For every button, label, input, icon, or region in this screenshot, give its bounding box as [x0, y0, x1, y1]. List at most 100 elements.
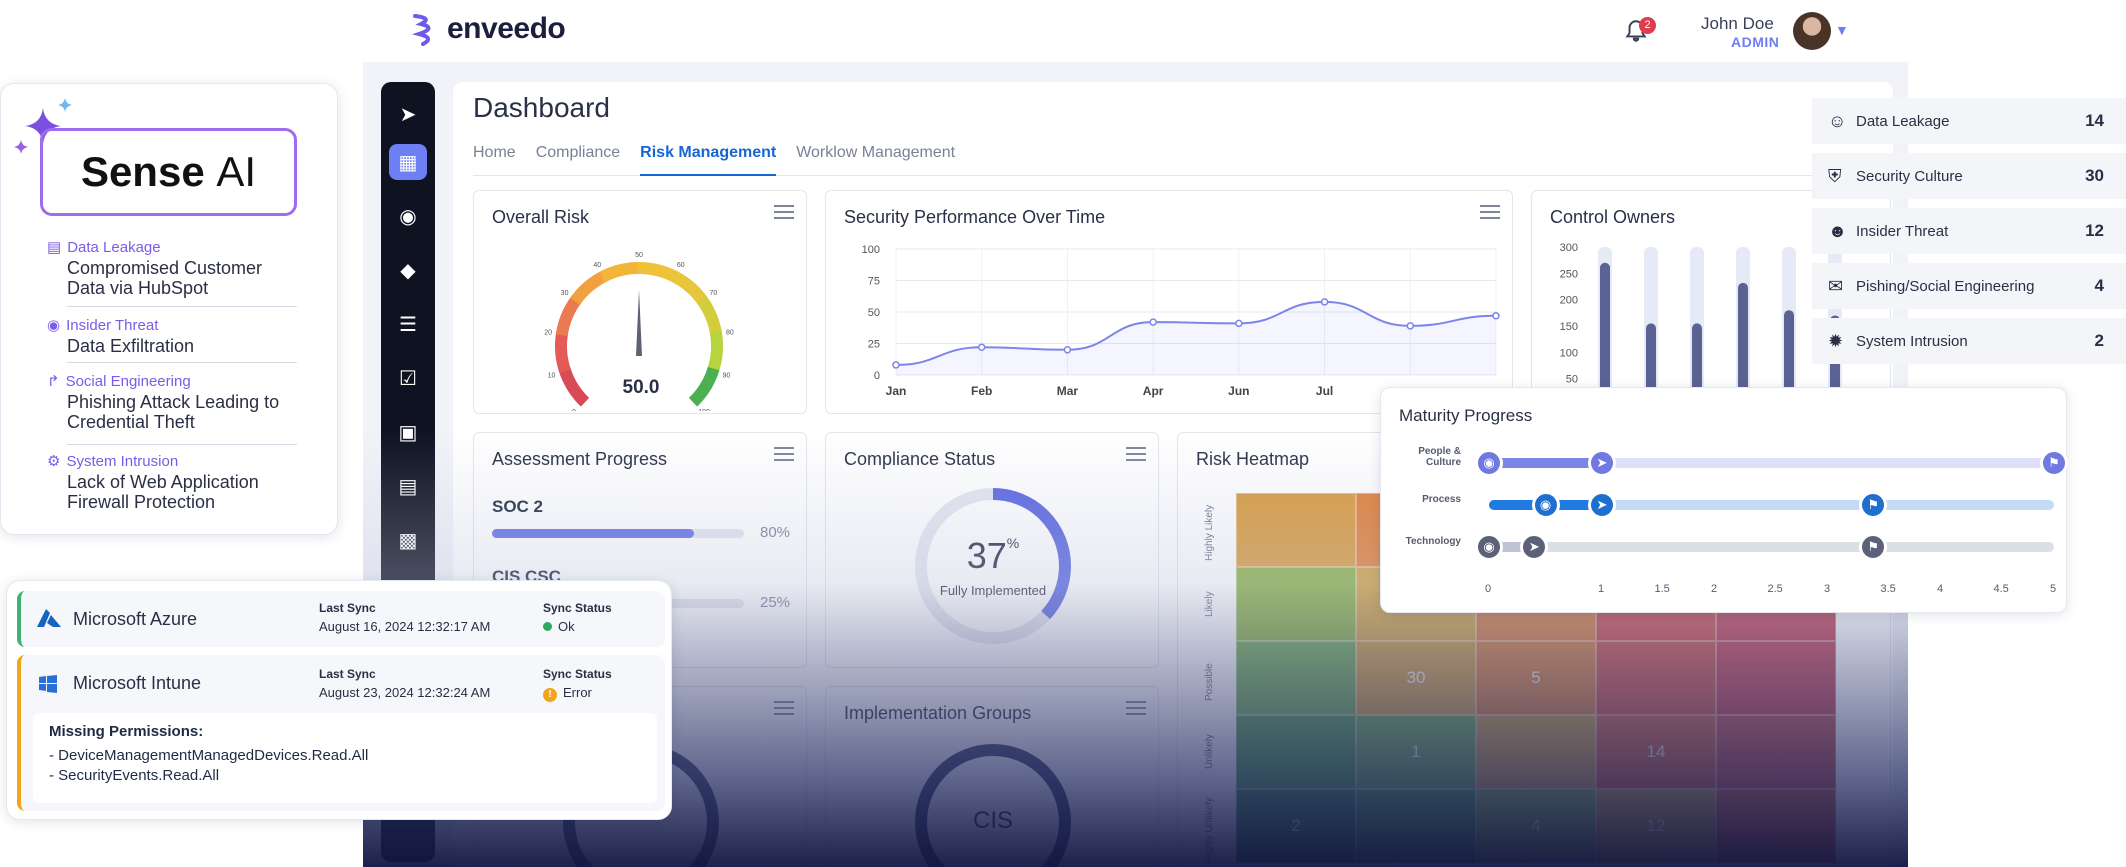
bar [1784, 310, 1794, 405]
x-tick-label: 5 [2050, 583, 2057, 595]
gauge-tick-label: 80 [726, 330, 734, 337]
sense-item[interactable]: ↱ Social Engineering Phishing Attack Lead… [47, 372, 280, 433]
tab-home[interactable]: Home [473, 144, 516, 161]
runner-icon[interactable]: ➤ [1588, 491, 1616, 519]
report-icon[interactable]: ▤ [398, 475, 418, 498]
location-pin-icon[interactable]: ◉ [1475, 533, 1503, 561]
data-point [892, 361, 900, 369]
incident-row[interactable]: ✉ Pishing/Social Engineering 4 [1812, 263, 2126, 309]
tab-workflow-management[interactable]: Worklow Management [796, 144, 956, 161]
location-pin-icon[interactable]: ◉ [1531, 491, 1560, 519]
maturity-row-label: People & Culture [1418, 446, 1461, 468]
heatmap-cell[interactable]: 5 [1476, 641, 1596, 715]
incident-row[interactable]: ☺ Data Leakage 14 [1812, 98, 2126, 144]
flag-icon[interactable]: ⚑ [1859, 533, 1888, 561]
heatmap-cell[interactable] [1236, 567, 1356, 641]
card-title: Security Performance Over Time [844, 207, 1106, 227]
layers-icon[interactable]: ☰ [399, 313, 417, 336]
heatmap-cell[interactable]: 12 [1596, 789, 1716, 863]
heatmap-row-label: Unlikely [1204, 733, 1215, 769]
assessment-name: SOC 2 [492, 497, 544, 516]
heatmap-cell[interactable] [1716, 641, 1836, 715]
heatmap-cell[interactable]: 1 [1356, 715, 1476, 789]
heatmap-cell[interactable] [1236, 493, 1356, 567]
tab-compliance[interactable]: Compliance [535, 144, 621, 161]
y-tick-label: 50 [1566, 374, 1578, 386]
data-point [1492, 312, 1500, 320]
heatmap-cell[interactable] [1356, 789, 1476, 863]
alert-diamond-icon[interactable]: ◆ [400, 259, 416, 282]
maturity-fill [1489, 458, 1602, 468]
data-point [1320, 298, 1329, 306]
menu-icon[interactable] [1480, 205, 1500, 219]
overall-risk-card: Overall Risk 0 10 20 30 40 50 60 70 80 90 100 50.0 [473, 190, 807, 414]
heatmap-cell[interactable]: 30 [1356, 641, 1476, 715]
integration-sync-panel: Microsoft Azure Last Sync August 16, 202… [6, 580, 672, 820]
gauge-segment [706, 331, 723, 374]
heatmap-cell[interactable] [1236, 641, 1356, 715]
menu-icon[interactable] [774, 447, 794, 461]
incident-row[interactable]: ✹ System Intrusion 2 [1812, 318, 2126, 364]
location-pin-icon[interactable]: ◉ [1475, 449, 1503, 477]
brain-icon[interactable]: ◉ [399, 205, 417, 228]
risk-gauge: 0 10 20 30 40 50 60 70 80 90 100 [544, 252, 734, 411]
heatmap-row-label: Possible [1204, 663, 1215, 701]
heatmap-cell[interactable] [1716, 789, 1836, 863]
gauge-tick-label: 100 [698, 409, 710, 411]
heatmap-cell[interactable]: 2 [1236, 789, 1356, 863]
card-title: Risk Heatmap [1196, 449, 1310, 469]
menu-icon[interactable] [774, 701, 794, 715]
y-tick-label: 150 [1560, 321, 1578, 333]
heatmap-cell[interactable]: 14 [1596, 715, 1716, 789]
gauge-segment [570, 270, 608, 306]
implementation-groups-card: Implementation Groups CIS [825, 686, 1159, 867]
sense-item[interactable]: ◉ Insider Threat Data Exfiltration [47, 316, 195, 357]
incident-row[interactable]: ☻ Insider Threat 12 [1812, 208, 2126, 254]
menu-icon[interactable] [1126, 447, 1146, 461]
series-area [896, 301, 1496, 375]
menu-icon[interactable] [774, 205, 794, 219]
implementation-donut [915, 744, 1071, 867]
heatmap-cell[interactable]: 4 [1476, 789, 1596, 863]
status-error: ! Error [543, 685, 592, 702]
x-tick-label: 1 [1598, 583, 1605, 595]
briefcase-icon[interactable]: ▣ [398, 421, 418, 444]
integration-row-azure[interactable]: Microsoft Azure Last Sync August 16, 202… [17, 591, 665, 647]
gear-icon: ⚙ [47, 453, 61, 470]
data-point [1235, 319, 1243, 328]
bar [1738, 282, 1748, 405]
avatar[interactable] [1793, 12, 1831, 50]
y-tick-label: 25 [868, 339, 880, 351]
divider [67, 362, 297, 363]
rocket-icon[interactable]: ➤ [399, 103, 417, 126]
status-ok: Ok [543, 619, 575, 634]
x-tick-label: Feb [971, 384, 992, 398]
incident-row[interactable]: ⛨ Security Culture 30 [1812, 153, 2126, 199]
flag-icon[interactable]: ⚑ [2040, 449, 2068, 477]
clipboard-check-icon[interactable]: ☑ [399, 367, 417, 390]
chevron-down-icon[interactable]: ▼ [1835, 22, 1849, 38]
maturity-fill [1489, 542, 1535, 552]
progress-track [492, 529, 744, 538]
dashboard-icon[interactable]: ▦ [389, 144, 427, 180]
runner-icon[interactable]: ➤ [1520, 533, 1549, 561]
gauge-tick-label: 40 [593, 262, 601, 269]
integration-row-intune[interactable]: Microsoft Intune Last Sync August 23, 20… [17, 655, 665, 811]
sense-item[interactable]: ⚙ System Intrusion Lack of Web Applicatio… [47, 452, 259, 513]
heatmap-cell[interactable] [1236, 715, 1356, 789]
tab-risk-management[interactable]: Risk Management [640, 142, 777, 176]
heatmap-cell[interactable] [1596, 641, 1716, 715]
gauge-tick-label: 90 [723, 372, 731, 379]
runner-icon[interactable]: ➤ [1588, 449, 1616, 477]
heatmap-cell[interactable] [1476, 715, 1596, 789]
menu-icon[interactable] [1126, 701, 1146, 715]
x-tick-label: 4.5 [1993, 583, 2009, 595]
heatmap-cell[interactable] [1716, 715, 1836, 789]
brand-logo[interactable]: enveedo [411, 12, 566, 46]
assessment-pct: 25% [760, 594, 791, 611]
gauge-segment [599, 262, 641, 283]
y-tick-label: 100 [1560, 347, 1578, 359]
flag-icon[interactable]: ⚑ [1859, 491, 1888, 519]
store-add-icon[interactable]: ▩ [398, 529, 418, 552]
sense-item[interactable]: ▤ Data Leakage Compromised Customer Data … [47, 238, 263, 299]
